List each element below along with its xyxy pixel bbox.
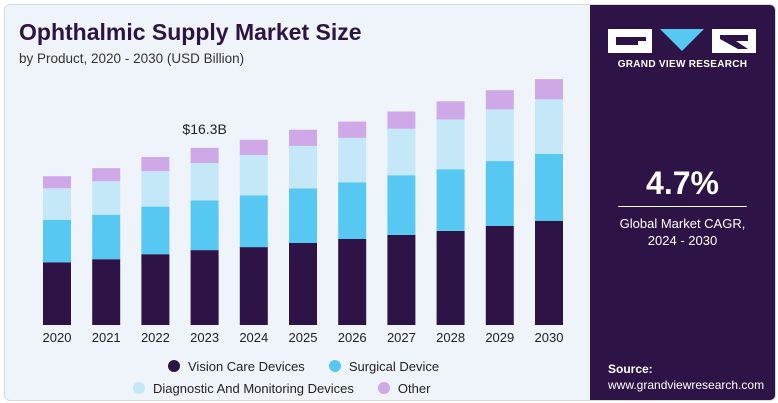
bar-2025-surgical-device: [289, 188, 317, 243]
source-label: Source:: [608, 362, 653, 376]
x-tick-label-2027: 2027: [387, 330, 416, 345]
bar-2022-vision-care-devices: [141, 254, 170, 325]
legend-swatch-diagnostic: [133, 382, 145, 394]
bar-2023-surgical-device: [190, 200, 219, 251]
bar-2024-vision-care-devices: [239, 247, 268, 325]
chart-legend: Vision Care Devices Surgical Device Diag…: [5, 355, 590, 399]
bar-2028-diagnostic-and-monitoring-devices: [436, 119, 465, 170]
bar-2023-vision-care-devices: [190, 250, 219, 325]
bar-2022-diagnostic-and-monitoring-devices: [141, 171, 170, 207]
x-tick-label-2028: 2028: [436, 330, 465, 345]
legend-label-other: Other: [397, 380, 431, 396]
bar-2022-other: [141, 157, 170, 172]
brand-name: GRAND VIEW RESEARCH: [617, 59, 748, 70]
legend-label-vision-care: Vision Care Devices: [188, 358, 305, 374]
legend-swatch-vision-care: [168, 360, 180, 372]
x-tick-label-2020: 2020: [43, 330, 72, 345]
bar-2029-diagnostic-and-monitoring-devices: [485, 109, 514, 161]
bar-2020-other: [43, 176, 71, 189]
infographic-card: Ophthalmic Supply Market Size by Product…: [4, 4, 776, 401]
x-tick-label-2022: 2022: [141, 330, 170, 345]
x-tick-label-2025: 2025: [289, 330, 318, 345]
legend-item-surgical: Surgical Device: [328, 358, 440, 374]
bar-2023-other: [190, 147, 219, 164]
grand-view-research-logo: [608, 29, 756, 53]
bar-2030-surgical-device: [535, 154, 563, 221]
bar-2026-surgical-device: [338, 182, 367, 239]
bar-2021-diagnostic-and-monitoring-devices: [92, 181, 121, 215]
bar-2021-vision-care-devices: [92, 259, 121, 325]
legend-label-diagnostic: Diagnostic And Monitoring Devices: [153, 380, 354, 396]
bar-2022-surgical-device: [141, 206, 170, 255]
bar-2027-diagnostic-and-monitoring-devices: [387, 128, 416, 176]
legend-item-other: Other: [377, 380, 431, 396]
bar-2020-diagnostic-and-monitoring-devices: [43, 188, 71, 220]
legend-swatch-other: [377, 382, 390, 394]
x-tick-label-2021: 2021: [92, 330, 121, 345]
x-tick-label-2023: 2023: [190, 330, 219, 345]
cagr-label: Global Market CAGR, 2024 - 2030: [590, 215, 775, 249]
bar-2023-diagnostic-and-monitoring-devices: [190, 163, 219, 201]
bar-2028-vision-care-devices: [436, 230, 465, 325]
legend-swatch-surgical: [328, 360, 341, 372]
bar-2030-vision-care-devices: [535, 220, 563, 325]
bar-2029-surgical-device: [485, 161, 514, 226]
annotation-total-2023: $16.3B: [182, 121, 226, 137]
bar-2024-other: [239, 139, 268, 155]
x-tick-label-2024: 2024: [239, 330, 268, 345]
bar-2028-other: [436, 101, 465, 120]
legend-item-diagnostic: Diagnostic And Monitoring Devices: [133, 381, 354, 396]
legend-label-surgical: Surgical Device: [348, 358, 440, 374]
cagr-label-line1: Global Market CAGR,: [619, 216, 746, 231]
bar-2024-surgical-device: [239, 195, 268, 248]
cagr-label-line2: 2024 - 2030: [647, 233, 718, 248]
bar-2021-surgical-device: [92, 214, 121, 260]
chart-title: Ophthalmic Supply Market Size: [19, 19, 362, 45]
bar-2026-other: [338, 121, 367, 138]
bar-2027-vision-care-devices: [387, 234, 416, 325]
bar-2027-other: [387, 111, 416, 129]
chart-subtitle: by Product, 2020 - 2030 (USD Billion): [19, 51, 245, 66]
bar-2028-surgical-device: [436, 169, 465, 231]
bar-2020-surgical-device: [43, 219, 71, 263]
summary-sidebar: GRAND VIEW RESEARCH 4.7% Global Market C…: [590, 5, 775, 400]
bar-2021-other: [92, 168, 121, 182]
bar-2020-vision-care-devices: [43, 262, 71, 325]
bar-2030-other: [535, 79, 563, 100]
bar-2029-vision-care-devices: [485, 225, 514, 325]
bar-2029-other: [485, 90, 514, 110]
bar-2025-vision-care-devices: [289, 243, 317, 325]
bar-2025-other: [289, 129, 317, 146]
cagr-value: 4.7%: [646, 165, 719, 201]
bar-2026-diagnostic-and-monitoring-devices: [338, 137, 367, 183]
source-link[interactable]: www.grandviewresearch.com: [608, 378, 765, 392]
legend-item-vision-care: Vision Care Devices: [168, 359, 305, 374]
chart-panel: Ophthalmic Supply Market Size by Product…: [5, 5, 590, 400]
bar-2030-diagnostic-and-monitoring-devices: [535, 99, 563, 154]
bar-2024-diagnostic-and-monitoring-devices: [239, 155, 268, 196]
x-tick-label-2030: 2030: [535, 330, 564, 345]
bar-2025-diagnostic-and-monitoring-devices: [289, 145, 317, 189]
bar-2026-vision-care-devices: [338, 239, 367, 325]
x-tick-label-2029: 2029: [485, 330, 514, 345]
stacked-bar-chart: 2020 2021 2022 2023 $16.3B 2024 2025 2026 2027 20…: [43, 79, 564, 345]
bar-2027-surgical-device: [387, 175, 416, 235]
x-tick-label-2026: 2026: [338, 330, 367, 345]
cagr-divider: [618, 206, 747, 207]
